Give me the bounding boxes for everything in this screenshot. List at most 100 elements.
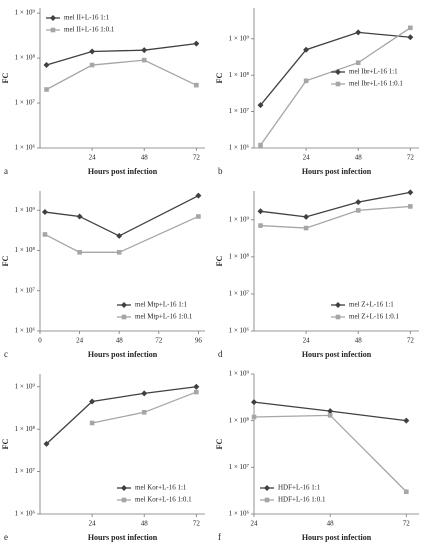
square-marker [141,410,147,415]
y-tick-label: 1 × 10⁷ [15,286,36,294]
y-tick-label: 1 × 10⁸ [15,54,36,62]
square-marker [408,204,413,209]
legend-label: HDF+L-16 1:1 [278,484,321,492]
series-line [260,205,411,229]
x-axis-label: Hours post infection [88,533,158,542]
y-tick-label: 1 × 10⁶ [229,144,250,152]
panel-label: e [4,532,8,542]
x-tick-label: 24 [76,337,84,345]
x-axis-label: Hours post infection [88,167,158,176]
panel-label: c [4,349,8,359]
y-tick-label: 1 × 10⁹ [229,370,250,378]
y-tick-label: 1 × 10⁸ [229,252,250,260]
series-line [253,414,407,493]
legend-label: mel Kor+L-16 1:0.1 [135,496,192,504]
square-marker [194,82,199,88]
y-tick-label: 1 × 10⁷ [229,290,250,298]
x-tick-label: 96 [195,337,203,345]
x-tick-label: 72 [193,520,201,528]
series-line [91,391,197,424]
diamond-marker [43,440,50,447]
square-marker [258,223,263,228]
y-tick-label: 1 × 10⁶ [15,510,36,518]
diamond-marker [121,302,127,308]
y-tick-label: 1 × 10⁹ [15,9,36,17]
square-marker [196,214,201,219]
series-line [260,191,411,218]
legend-label: mel II+L-16 1:0.1 [64,26,115,34]
x-tick-label: 72 [193,154,201,162]
y-tick-label: 1 × 10⁷ [229,463,250,471]
x-tick-label: 48 [355,337,363,345]
diamond-marker [403,417,410,424]
panel-label: a [4,166,8,176]
square-marker [121,497,127,503]
y-tick-label: 1 × 10⁶ [229,327,250,335]
panel: 1 × 10⁶ 1 × 10⁷ 1 × 10⁸ 1 × 10⁹ 24 48 72 Hours … [215,370,419,542]
x-axis-label: Hours post infection [302,533,372,542]
square-marker [355,60,361,66]
diamond-marker [121,485,127,491]
legend-label: mel Ibr+L-16 1:1 [349,68,398,76]
diamond-marker [251,399,257,406]
legend-label: mel II+L-16 1:1 [64,14,110,22]
series-line [46,42,197,66]
diamond-marker [327,408,334,415]
legend-label: mel Ibr+L-16 1:0.1 [349,80,403,88]
diamond-marker [193,383,200,390]
panel-label: d [218,349,223,359]
diamond-marker [303,46,310,53]
square-marker [89,420,95,426]
y-axis-label: FC [215,255,224,266]
x-tick-label: 72 [403,520,411,528]
x-tick-label: 72 [407,337,415,345]
series-line [46,386,197,445]
panel: 1 × 10⁶ 1 × 10⁷ 1 × 10⁸ 1 × 10⁹ 24 48 72 Hours … [215,189,419,359]
diamond-marker [89,48,96,55]
square-marker [327,413,333,418]
diamond-marker [257,208,264,215]
square-marker [355,208,361,213]
series-line [44,195,199,237]
y-axis-label: FC [215,438,224,449]
square-marker [264,497,270,503]
square-marker [404,489,409,495]
y-tick-label: 1 × 10⁶ [229,510,250,518]
x-tick-label: 24 [89,520,97,528]
x-tick-label: 72 [407,154,415,162]
diamond-marker [89,398,96,405]
diamond-marker [141,390,148,397]
diamond-marker [335,302,341,308]
square-marker [303,78,309,84]
panel: 1 × 10⁶ 1 × 10⁷ 1 × 10⁸ 1 × 10⁹ 24 48 72 Hours … [1,8,205,176]
y-tick-label: 1 × 10⁸ [229,416,250,424]
diamond-marker [193,40,200,47]
y-tick-label: 1 × 10⁸ [15,246,36,254]
y-tick-label: 1 × 10⁸ [15,425,36,433]
diamond-marker [41,209,48,216]
diamond-marker [355,29,362,36]
x-tick-label: 24 [251,520,259,528]
x-tick-label: 24 [89,154,97,162]
y-axis-label: FC [1,255,10,266]
y-tick-label: 1 × 10⁷ [15,99,36,107]
square-marker [116,250,122,255]
y-tick-label: 1 × 10⁷ [229,107,250,115]
y-tick-label: 1 × 10⁶ [15,144,36,152]
y-tick-label: 1 × 10⁶ [15,327,36,335]
diamond-marker [50,15,56,21]
y-tick-label: 1 × 10⁹ [15,382,36,390]
diamond-marker [141,47,148,54]
square-marker [408,25,413,31]
panel-label: b [218,166,223,176]
x-tick-label: 0 [38,337,42,345]
diamond-marker [195,192,202,199]
diamond-marker [76,213,83,220]
y-axis-label: FC [1,72,10,83]
series-line [46,59,197,91]
square-marker [44,87,49,92]
x-axis-label: Hours post infection [88,350,158,359]
panel: 1 × 10⁶ 1 × 10⁷ 1 × 10⁸ 1 × 10⁹ 0 24 48 72 96 Hou… [1,191,205,359]
legend-label: mel Mtp+L-16 1:0.1 [135,313,193,321]
